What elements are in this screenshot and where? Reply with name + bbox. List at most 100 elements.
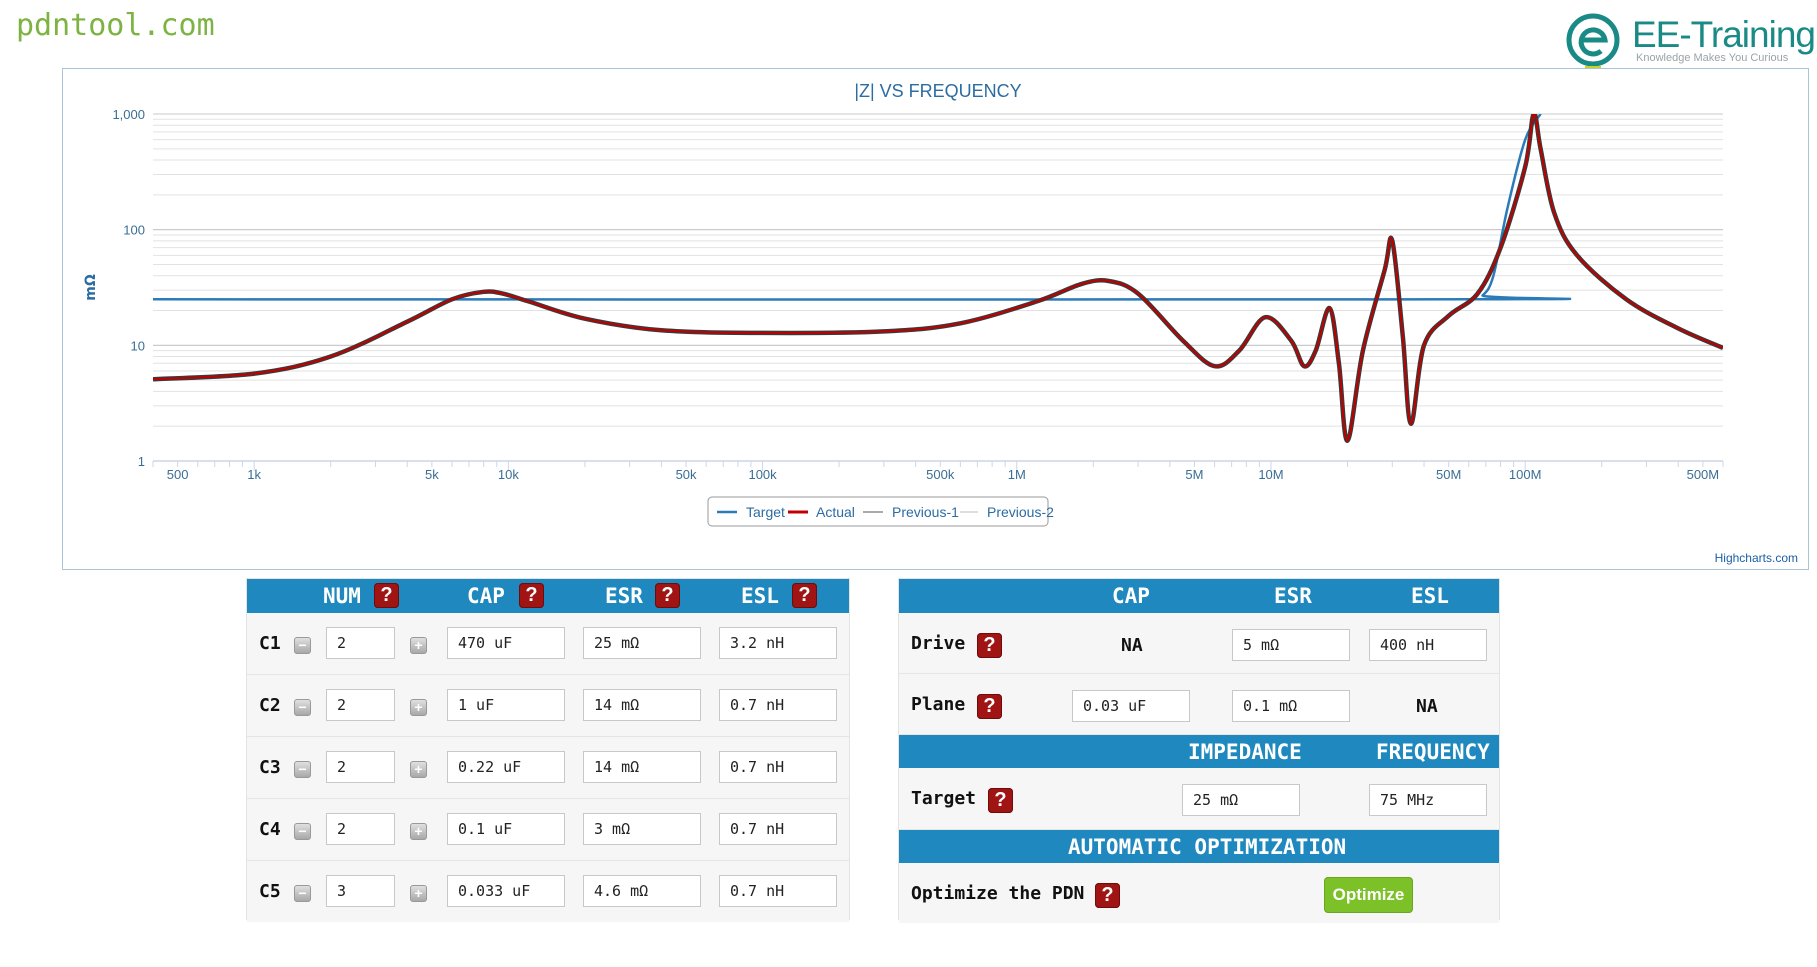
esr-input[interactable] [583,813,701,845]
esr-input[interactable] [583,627,701,659]
pdn-table-header: CAP ESR ESL [899,579,1499,613]
esl-help-icon[interactable]: ? [792,583,817,608]
cap-help-icon[interactable]: ? [519,583,544,608]
increment-button[interactable]: + [410,637,427,654]
cap-input[interactable] [447,875,565,907]
site-title[interactable]: pdntool.com [16,8,215,43]
x-tick-label: 5M [1185,467,1203,482]
x-tick-label: 100M [1509,467,1542,482]
esr-help-icon[interactable]: ? [655,583,680,608]
drive-esl-input[interactable] [1369,629,1487,661]
target-label: Target [911,788,977,809]
optimization-title: AUTOMATIC OPTIMIZATION [1068,835,1347,859]
optimize-button[interactable]: Optimize [1324,877,1413,913]
esl-input[interactable] [719,875,837,907]
impedance-chart-svg: |Z| VS FREQUENCY mΩ 1 10 100 1,000 500 1k 5k 10k 5… [83,81,1724,527]
header-esr: ESR [605,584,643,608]
chart-legend: Target Actual Previous-1 Previous-2 [707,496,1054,527]
capacitor-label: C1 [259,633,281,654]
capacitor-table: NUM ? CAP ? ESR ? ESL ? C1−+C2−+C3−+C4−+… [246,578,850,922]
optimization-header: AUTOMATIC OPTIMIZATION [899,830,1499,863]
x-tick-label: 10k [498,467,519,482]
capacitor-label: C4 [259,819,281,840]
ee-training-logo[interactable]: EE-Training Knowledge Makes You Curious [1560,10,1816,88]
cap-input[interactable] [447,627,565,659]
decrement-button[interactable]: − [294,823,311,840]
x-tick-label: 1k [247,467,261,482]
drive-row: Drive ? NA [899,613,1499,674]
x-tick-label: 5k [425,467,439,482]
drive-esr-input[interactable] [1232,629,1350,661]
plane-label: Plane [911,694,966,715]
target-frequency-input[interactable] [1369,784,1487,816]
y-tick-label: 1 [138,454,145,469]
capacitor-row: C5− + [247,861,849,922]
legend-item-label: Previous-2 [987,504,1054,520]
decrement-button[interactable]: − [294,699,311,716]
capacitor-rows: C1−+C2−+C3−+C4−+C5−+ [247,613,849,922]
esl-input[interactable] [719,751,837,783]
drive-label: Drive [911,633,966,654]
increment-button[interactable]: + [410,885,427,902]
esl-input[interactable] [719,627,837,659]
esr-input[interactable] [583,689,701,721]
chart-title: |Z| VS FREQUENCY [854,81,1021,101]
x-tick-label: 500M [1687,467,1720,482]
y-tick-label: 1,000 [112,107,145,122]
legend-item-label: Previous-1 [892,504,959,520]
decrement-button[interactable]: − [294,637,311,654]
x-tick-label: 50M [1436,467,1461,482]
capacitor-label: C5 [259,881,281,902]
num-input[interactable] [326,875,395,907]
num-help-icon[interactable]: ? [374,583,399,608]
capacitor-table-header: NUM ? CAP ? ESR ? ESL ? [247,579,849,613]
pdn-table: CAP ESR ESL Drive ? NA Plane ? NA IMPEDA… [898,578,1500,923]
increment-button[interactable]: + [410,699,427,716]
capacitor-row: C2− + [247,675,849,737]
target-impedance-input[interactable] [1182,784,1300,816]
y-axis-label: mΩ [83,274,99,301]
increment-button[interactable]: + [410,823,427,840]
plane-help-icon[interactable]: ? [977,694,1002,719]
optimize-label: Optimize the PDN [911,883,1085,904]
target-row: Target ? [899,768,1499,830]
num-input[interactable] [326,689,395,721]
drive-cap-value: NA [1121,635,1143,656]
num-input[interactable] [326,627,395,659]
increment-button[interactable]: + [410,761,427,778]
plane-cap-input[interactable] [1072,690,1190,722]
num-input[interactable] [326,751,395,783]
y-tick-label: 100 [123,223,145,238]
decrement-button[interactable]: − [294,761,311,778]
capacitor-row: C3− + [247,737,849,799]
target-series-line [153,114,1572,301]
cap-input[interactable] [447,751,565,783]
logo-name: EE-Training [1632,14,1816,55]
esr-input[interactable] [583,751,701,783]
x-tick-label: 500 [167,467,189,482]
esl-input[interactable] [719,813,837,845]
num-input[interactable] [326,813,395,845]
chart-credit[interactable]: Highcharts.com [1714,551,1798,565]
x-tick-label: 50k [676,467,697,482]
pdn-header-esr: ESR [1274,584,1312,608]
target-help-icon[interactable]: ? [988,788,1013,813]
plane-esr-input[interactable] [1232,690,1350,722]
header-cap: CAP [467,584,505,608]
logo-tagline: Knowledge Makes You Curious [1636,52,1789,64]
drive-help-icon[interactable]: ? [977,633,1002,658]
pdn-header-cap: CAP [1112,584,1150,608]
optimize-row: Optimize the PDN ? Optimize [899,863,1499,923]
decrement-button[interactable]: − [294,885,311,902]
header-impedance: IMPEDANCE [1188,740,1302,764]
cap-input[interactable] [447,689,565,721]
esl-input[interactable] [719,689,837,721]
x-tick-label: 100k [748,467,777,482]
cap-input[interactable] [447,813,565,845]
esr-input[interactable] [583,875,701,907]
x-tick-label: 1M [1008,467,1026,482]
header-frequency: FREQUENCY [1376,740,1490,764]
capacitor-label: C3 [259,757,281,778]
optimize-help-icon[interactable]: ? [1095,883,1120,908]
pdn-header-esl: ESL [1411,584,1449,608]
